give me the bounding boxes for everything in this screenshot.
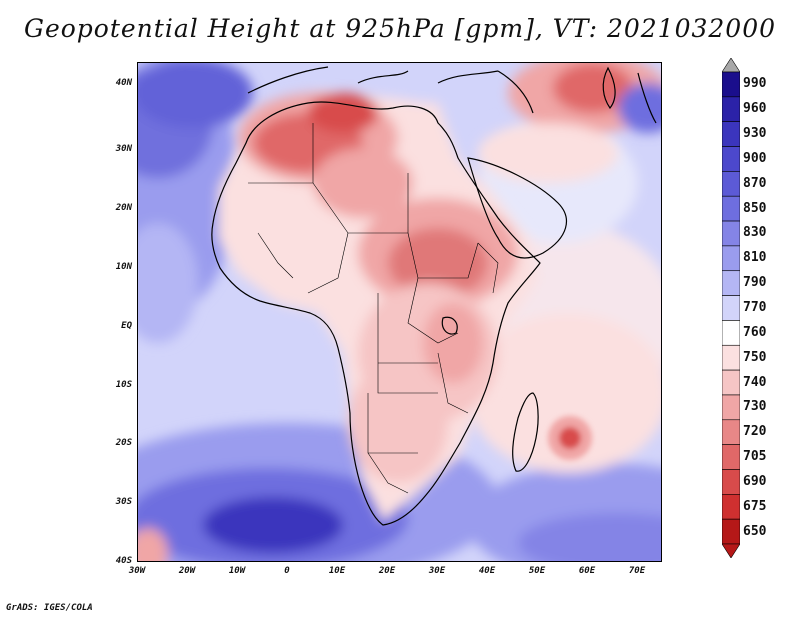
- colorbar-level-label: 790: [743, 275, 767, 291]
- colorbar-swatch: [722, 195, 740, 222]
- lat-tick-label: 30S: [115, 497, 132, 508]
- colorbar-level-label: 990: [743, 76, 767, 92]
- coastlines: [211, 66, 657, 526]
- colorbar-swatch: [722, 518, 740, 545]
- colorbar-level-label: 930: [743, 126, 767, 142]
- lat-tick-label: 10S: [115, 379, 132, 390]
- colorbar-swatch: [722, 245, 740, 272]
- colorbar-level-label: 810: [743, 250, 767, 266]
- lat-tick-label: 30N: [115, 144, 132, 155]
- colorbar-swatch: [722, 419, 740, 445]
- lat-tick-label: 40N: [115, 78, 132, 88]
- colorbar-level-label: 690: [743, 473, 767, 489]
- lon-tick-label: 70E: [628, 566, 646, 576]
- colorbar: [722, 58, 740, 558]
- colorbar-level-label: 650: [743, 523, 767, 539]
- colorbar-swatch: [722, 270, 740, 296]
- lat-tick-label: EQ: [121, 320, 132, 331]
- colorbar-swatch: [722, 494, 740, 520]
- colorbar-swatch: [722, 96, 740, 122]
- lat-tick-label: 40S: [115, 556, 132, 566]
- colorbar-level-label: 750: [743, 349, 767, 365]
- lon-tick-label: 10E: [328, 566, 346, 576]
- lat-tick-label: 10N: [115, 261, 132, 272]
- colorbar-swatch: [722, 469, 740, 495]
- colorbar-level-label: 870: [743, 175, 767, 191]
- lon-tick-label: 40E: [478, 566, 496, 576]
- lat-tick-label: 20S: [115, 438, 132, 449]
- lat-tick-label: 20N: [115, 203, 132, 214]
- colorbar-level-label: 900: [743, 150, 767, 166]
- grads-credit: GrADS: IGES/COLA: [6, 603, 93, 613]
- colorbar-level-label: 675: [743, 498, 767, 514]
- country-borders: [248, 123, 499, 494]
- lon-tick-label: 60E: [578, 566, 596, 576]
- colorbar-swatch: [722, 171, 740, 197]
- colorbar-level-label: 720: [743, 424, 767, 440]
- lon-tick-label: 20W: [178, 566, 196, 576]
- lon-tick-label: 30W: [128, 566, 146, 576]
- colorbar-swatch: [722, 121, 740, 147]
- colorbar-swatch: [722, 220, 740, 247]
- colorbar-level-label: 830: [743, 225, 767, 241]
- lon-tick-label: 0: [284, 566, 290, 576]
- map-plot-area[interactable]: [137, 62, 662, 562]
- colorbar-level-label: 740: [743, 374, 767, 390]
- colorbar-swatch: [722, 295, 740, 321]
- colorbar-level-label: 760: [743, 324, 767, 340]
- height-field-map: [138, 63, 661, 561]
- colorbar-swatch: [722, 344, 740, 371]
- colorbar-swatch: [722, 444, 740, 470]
- colorbar-level-label: 770: [743, 300, 767, 315]
- lon-tick-label: 10W: [228, 566, 246, 576]
- madagascar-low: [548, 416, 592, 460]
- colorbar-swatch: [722, 71, 740, 98]
- colorbar-top-arrow: [722, 58, 740, 73]
- lon-tick-label: 50E: [528, 566, 546, 576]
- map-title: Geopotential Height at 925hPa [gpm], VT:…: [23, 14, 777, 43]
- colorbar-swatch: [722, 369, 740, 396]
- colorbar-swatch: [722, 146, 740, 172]
- colorbar-level-label: 850: [743, 200, 767, 216]
- colorbar-swatch: [722, 320, 740, 346]
- colorbar-level-label: 730: [743, 399, 767, 415]
- colorbar-bottom-arrow: [722, 543, 740, 558]
- lon-tick-label: 30E: [428, 566, 446, 576]
- colorbar-level-label: 705: [743, 449, 767, 465]
- colorbar-swatch: [722, 394, 740, 421]
- colorbar-level-label: 960: [743, 101, 767, 117]
- lon-tick-label: 20E: [378, 566, 396, 576]
